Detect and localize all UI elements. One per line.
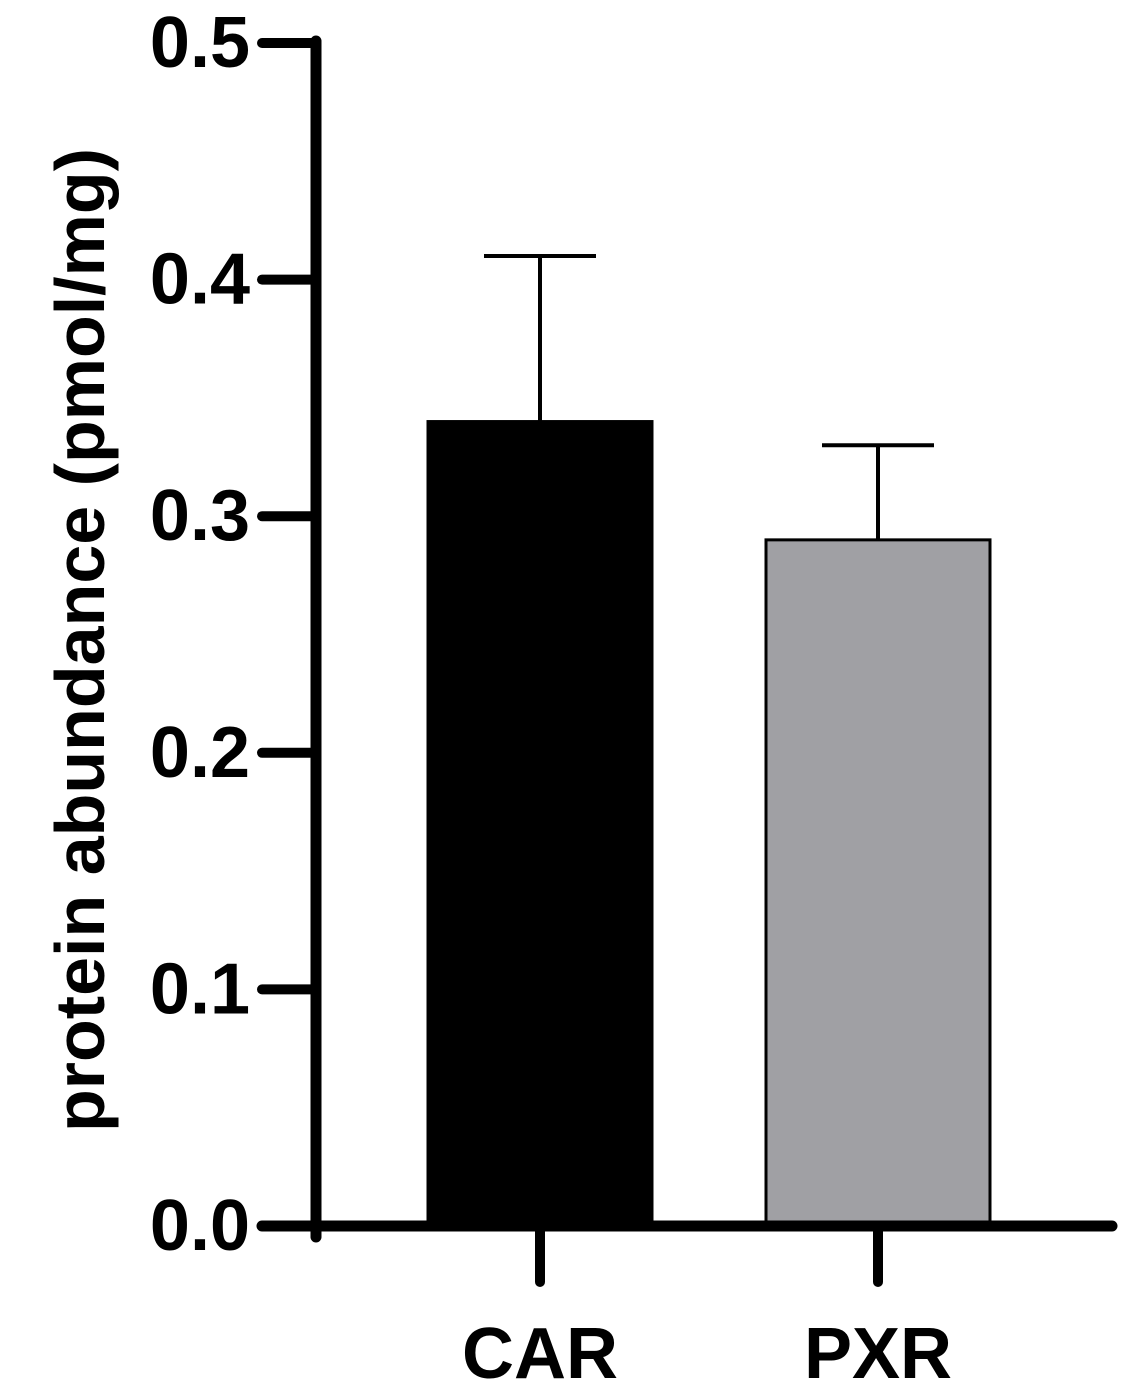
labels-group: CAR PXR 0.0 0.1 0.2 0.3 0.4 0.5 <box>150 3 952 1385</box>
bar-pxr <box>764 538 992 1228</box>
x-tick-label-pxr: PXR <box>804 1314 952 1385</box>
y-tick-label-1: 0.1 <box>150 949 250 1029</box>
error-bars-group <box>484 253 934 540</box>
y-tick-label-5: 0.5 <box>150 3 250 83</box>
y-axis-title: protein abundance (pmol/mg) <box>41 148 119 1132</box>
bar-car <box>426 420 654 1228</box>
y-tick-label-4: 0.4 <box>150 240 250 320</box>
y-tick-label-0: 0.0 <box>150 1186 250 1266</box>
bars-group <box>426 420 992 1228</box>
y-tick-label-2: 0.2 <box>150 713 250 793</box>
y-tick-label-3: 0.3 <box>150 476 250 556</box>
x-tick-label-car: CAR <box>462 1314 618 1385</box>
axes-group <box>256 35 1118 1287</box>
